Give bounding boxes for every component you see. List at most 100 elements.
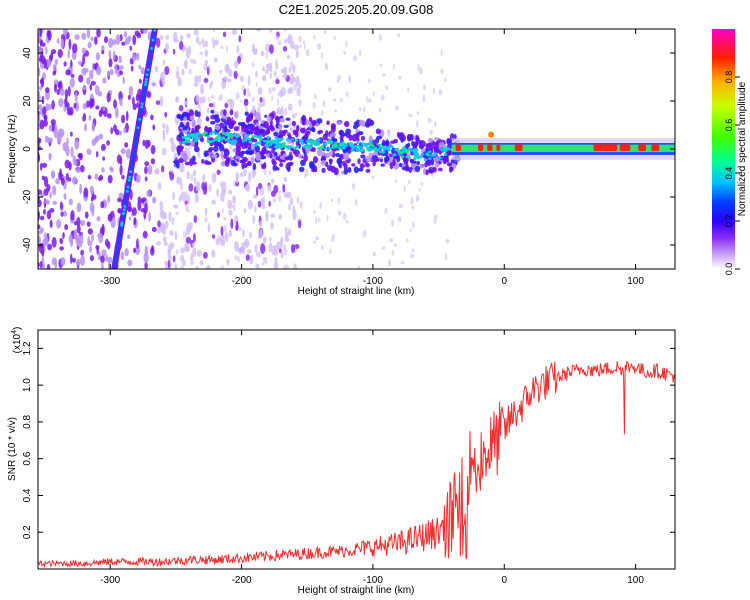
- noise-speckle: [76, 202, 82, 213]
- band-core: [372, 147, 377, 151]
- noise-speckle: [305, 168, 309, 177]
- noise-speckle: [129, 189, 133, 201]
- noise-speckle: [261, 74, 267, 82]
- noise-speckle: [89, 255, 95, 262]
- noise-speckle: [444, 253, 448, 261]
- noise-speckle: [227, 78, 232, 83]
- noise-speckle: [91, 234, 95, 242]
- noise-speckle: [275, 59, 278, 71]
- noise-speckle: [106, 241, 111, 250]
- band-speckle: [415, 134, 420, 142]
- band-speckle: [385, 139, 390, 147]
- band-core: [282, 144, 287, 148]
- band-speckle: [270, 126, 276, 132]
- band-core: [313, 143, 318, 146]
- band-speckle: [223, 109, 227, 116]
- noise-speckle: [389, 237, 394, 243]
- band-speckle: [189, 158, 194, 167]
- noise-speckle: [121, 114, 126, 124]
- noise-speckle: [169, 242, 175, 250]
- noise-speckle: [280, 87, 286, 97]
- noise-speckle: [227, 199, 233, 210]
- noise-speckle: [214, 158, 218, 162]
- noise-speckle: [146, 91, 151, 98]
- noise-speckle: [222, 31, 227, 38]
- band-speckle: [355, 129, 360, 133]
- colorbar-gradient: [712, 29, 735, 269]
- noise-speckle: [124, 142, 129, 148]
- noise-speckle: [220, 265, 225, 269]
- band-speckle: [308, 116, 313, 123]
- band-speckle: [213, 145, 219, 152]
- noise-speckle: [38, 235, 42, 246]
- x-tick-label: -200: [232, 575, 252, 586]
- noise-speckle: [188, 221, 193, 230]
- noise-speckle: [215, 238, 220, 246]
- noise-speckle: [290, 243, 296, 254]
- noise-speckle: [398, 75, 402, 80]
- band-speckle: [324, 152, 331, 159]
- noise-speckle: [38, 230, 42, 235]
- colorbar: 0.0 0.2 0.4 0.6 0.8 Normalized spectral ampl…: [712, 29, 748, 275]
- noise-speckle: [409, 228, 412, 232]
- noise-speckle: [140, 208, 146, 213]
- band-speckle: [244, 111, 249, 116]
- band-speckle: [311, 126, 316, 132]
- noise-speckle: [63, 61, 67, 67]
- noise-speckle: [95, 52, 101, 61]
- tone-core: [451, 144, 675, 152]
- noise-speckle: [250, 256, 254, 262]
- drifting-line-peak: [144, 77, 148, 81]
- noise-speckle: [397, 33, 401, 37]
- band-speckle: [331, 136, 335, 142]
- noise-speckle: [52, 185, 57, 196]
- noise-speckle: [173, 38, 179, 43]
- noise-speckle: [284, 226, 288, 233]
- noise-speckle: [248, 171, 252, 183]
- band-core: [400, 155, 405, 159]
- band-core: [264, 143, 269, 147]
- noise-speckle: [188, 68, 192, 75]
- drifting-line-peak: [123, 205, 127, 208]
- band-core: [262, 139, 267, 143]
- noise-speckle: [81, 32, 87, 40]
- band-speckle: [343, 152, 350, 161]
- noise-speckle: [38, 243, 44, 248]
- band-core: [327, 141, 331, 144]
- noise-speckle: [216, 188, 219, 197]
- colorbar-tick-label: 0.6: [724, 119, 734, 132]
- band-speckle: [434, 162, 440, 168]
- band-speckle: [241, 150, 246, 155]
- band-core: [443, 149, 448, 153]
- band-speckle: [358, 131, 364, 136]
- noise-speckle: [276, 98, 279, 106]
- band-speckle: [311, 119, 317, 126]
- noise-speckle: [238, 35, 242, 43]
- noise-speckle: [102, 156, 106, 161]
- band-speckle: [437, 167, 443, 172]
- noise-speckle: [81, 219, 85, 226]
- noise-speckle: [86, 221, 91, 227]
- noise-speckle: [283, 107, 288, 116]
- snr-ylabel: SNR (10 * v/v): [7, 417, 18, 481]
- noise-speckle: [292, 205, 296, 215]
- noise-speckle: [186, 208, 190, 213]
- noise-speckle: [427, 117, 432, 124]
- noise-speckle: [125, 148, 132, 159]
- noise-speckle: [88, 246, 93, 253]
- noise-speckle: [247, 199, 253, 210]
- noise-speckle: [56, 88, 61, 96]
- noise-speckle: [52, 70, 56, 76]
- band-core: [323, 142, 327, 146]
- noise-speckle: [412, 221, 415, 229]
- noise-speckle: [200, 83, 205, 95]
- noise-speckle: [274, 256, 278, 264]
- drifting-line-peak: [144, 80, 148, 84]
- noise-speckle: [157, 226, 161, 234]
- noise-speckle: [276, 107, 282, 115]
- noise-speckle: [39, 29, 43, 37]
- band-core: [210, 139, 215, 143]
- band-speckle: [407, 142, 411, 148]
- noise-speckle: [174, 96, 180, 103]
